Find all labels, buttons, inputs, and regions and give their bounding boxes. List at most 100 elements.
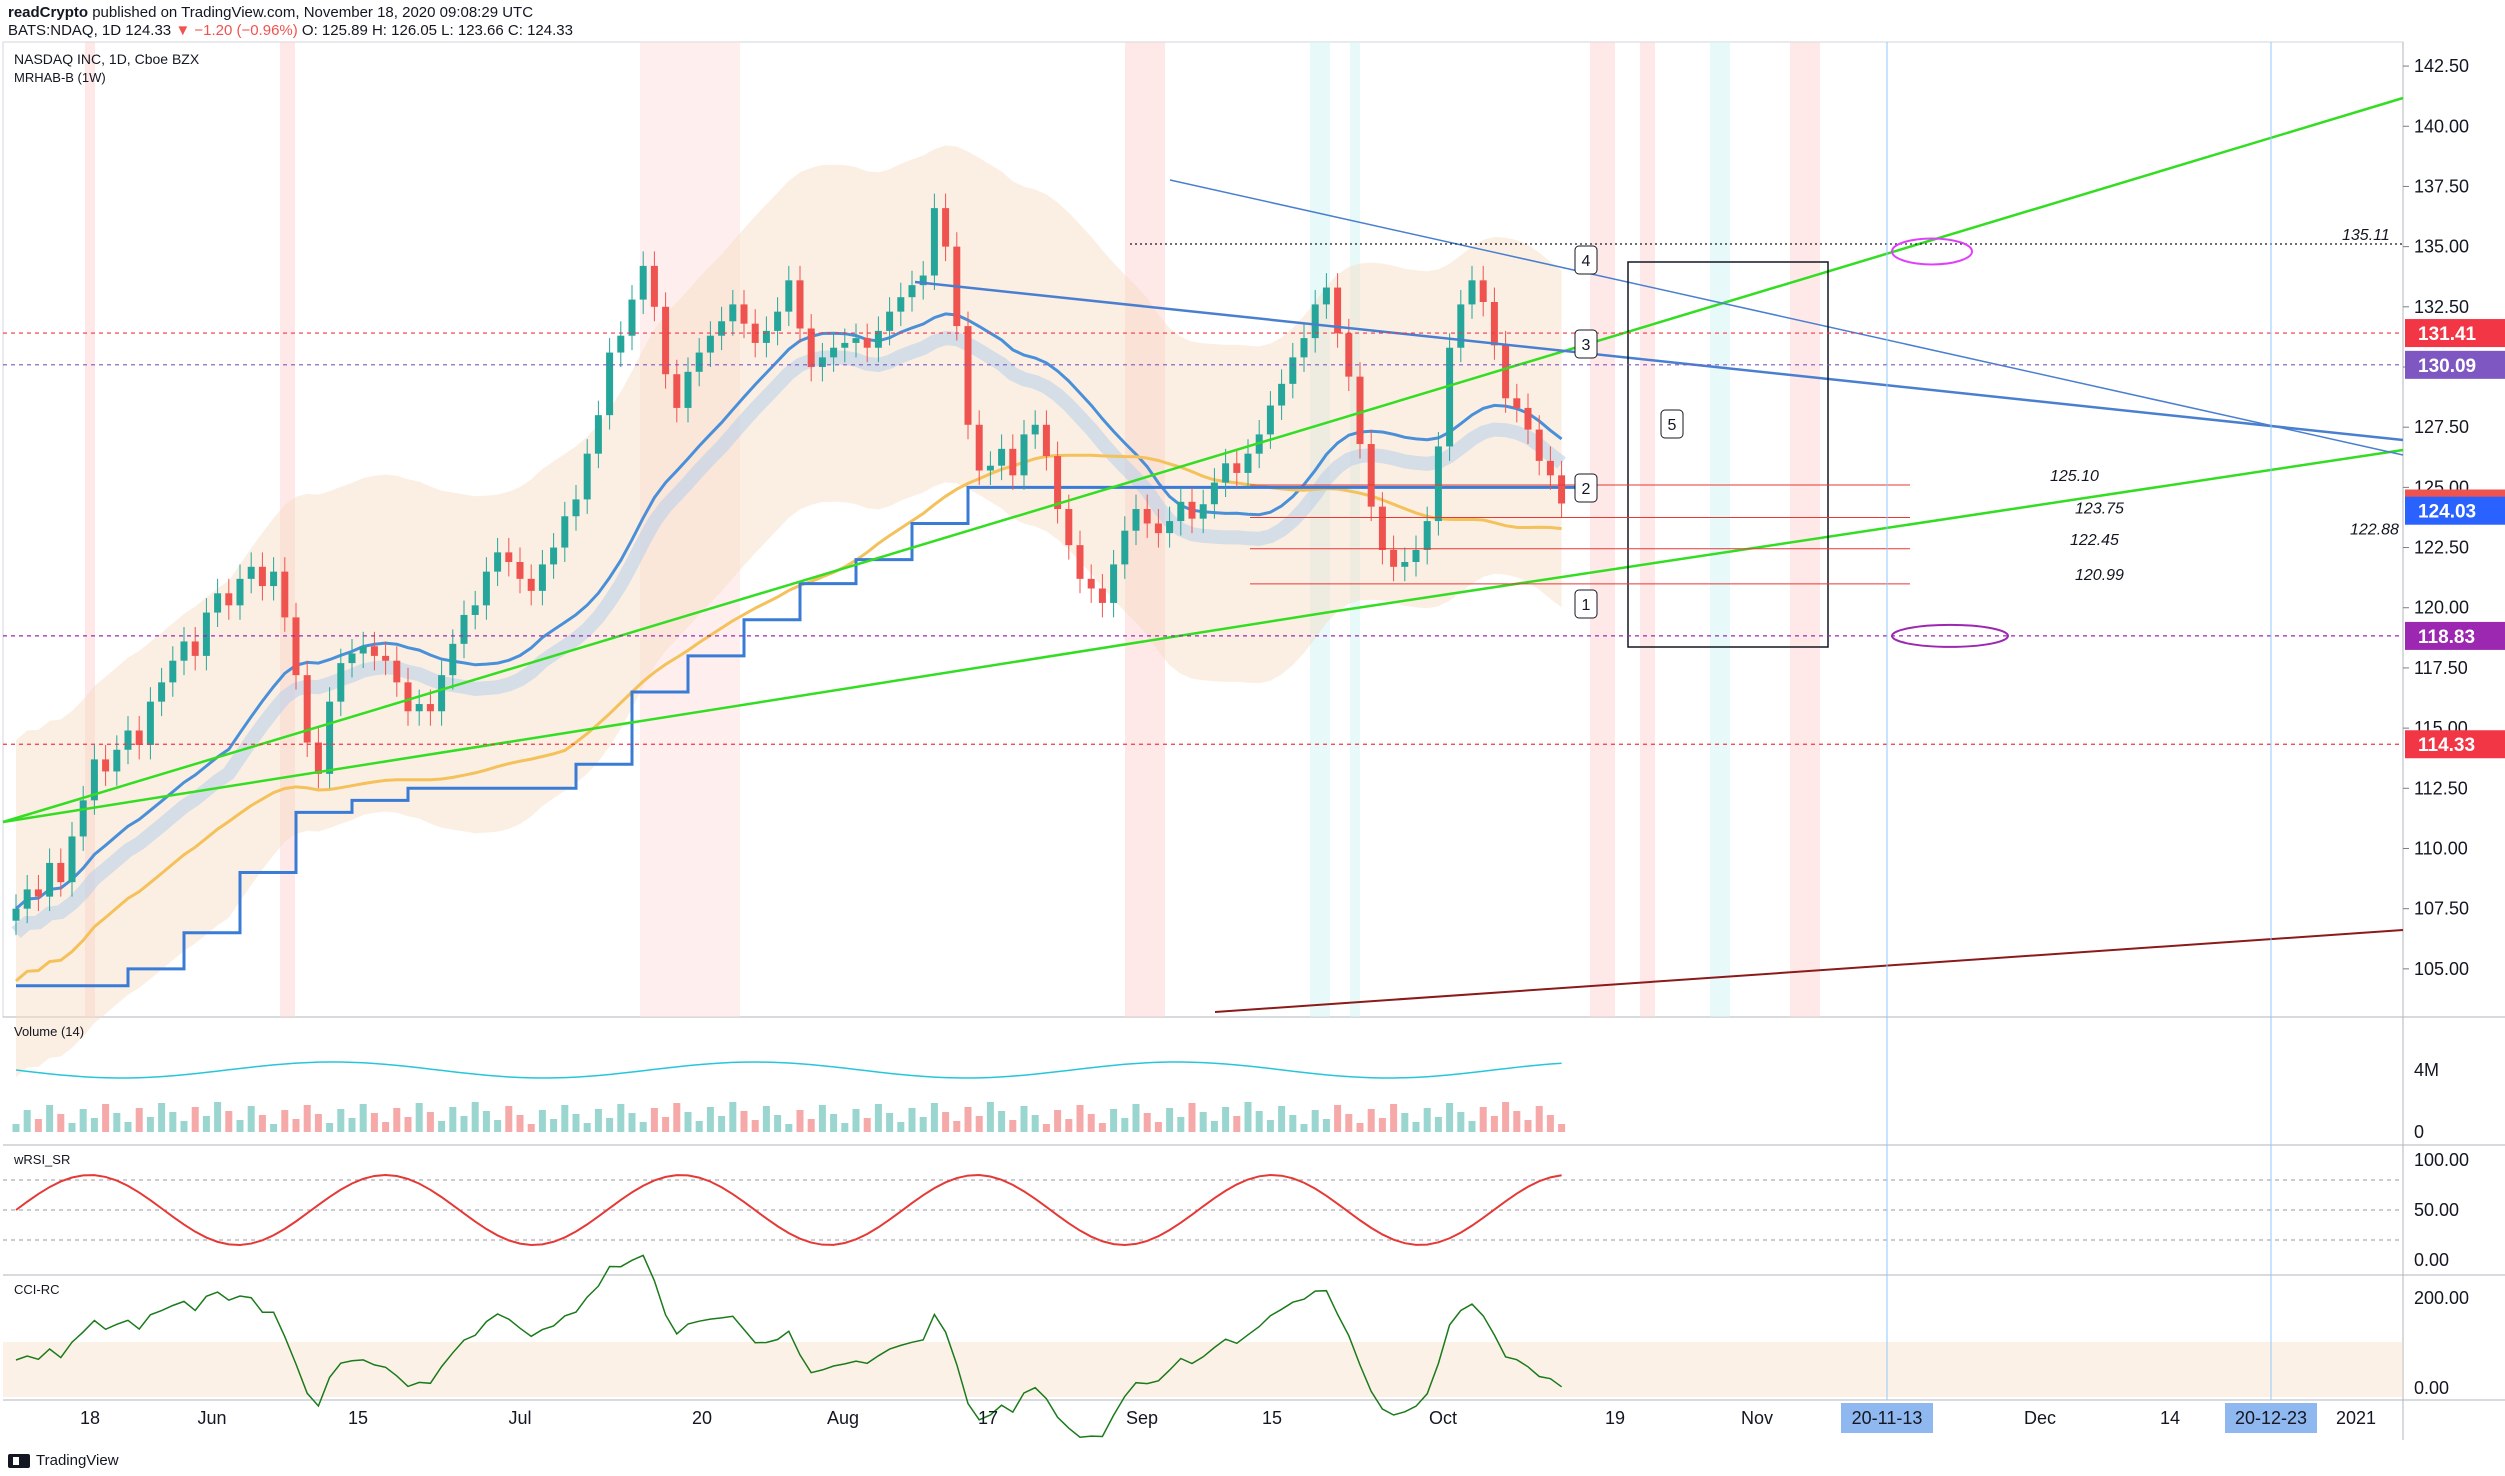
volume-bar [1423, 1108, 1431, 1132]
candle-body [214, 593, 222, 613]
tradingview-logo-icon [8, 1453, 30, 1468]
candle-body [438, 675, 446, 712]
level-label: 123.75 [2075, 500, 2124, 517]
maroon-support-line [1214, 929, 2404, 1013]
wave-label-box [1574, 589, 1598, 619]
volume-bar [1490, 1116, 1498, 1132]
volume-bar [1042, 1124, 1050, 1132]
volume-bar [1356, 1123, 1364, 1132]
volume-bar [1468, 1121, 1476, 1132]
candle-body [1490, 302, 1498, 346]
volume-bar [673, 1103, 681, 1132]
candle-body [258, 566, 266, 587]
candle-body [146, 701, 154, 745]
publisher-name[interactable]: readCrypto [8, 4, 89, 21]
tradingview-logo[interactable]: TradingView [8, 1452, 119, 1469]
candle-body [281, 571, 289, 618]
price-tick-label: 105.00 [2414, 959, 2469, 979]
volume-bar [1502, 1102, 1510, 1132]
candle-body [818, 357, 826, 367]
highlight-band [85, 42, 95, 1017]
candle-body [527, 578, 535, 591]
volume-bar [628, 1113, 636, 1132]
candle-body [1222, 463, 1230, 483]
price-tick-label: 142.50 [2414, 56, 2469, 76]
date-badge [1841, 1403, 1933, 1433]
price-badge-label: 131.41 [2418, 324, 2477, 345]
volume-bar [1446, 1103, 1454, 1132]
volume-bar [886, 1113, 894, 1132]
volume-bar [1367, 1109, 1375, 1132]
candle-body [1289, 357, 1297, 384]
volume-bar [1065, 1119, 1073, 1132]
volume-bar [404, 1117, 412, 1132]
candle-body [964, 326, 972, 425]
volume-bar [572, 1114, 580, 1132]
support-ellipse [1891, 623, 2009, 648]
candle-body [1390, 549, 1398, 567]
ohlc-values: O: 125.89 H: 126.05 L: 123.66 C: 124.33 [301, 22, 573, 39]
candle-body [516, 562, 524, 579]
range-box [1627, 261, 1829, 648]
volume-bar [1188, 1103, 1196, 1132]
level-label: 122.45 [2070, 532, 2119, 549]
candle-body [774, 311, 782, 331]
candle-body [1535, 429, 1543, 461]
time-tick-label: 20 [692, 1408, 712, 1428]
legend-title: NASDAQ INC, 1D, Cboe BZX [14, 51, 200, 67]
volume-bar [191, 1107, 199, 1132]
time-tick-label: 14 [2160, 1408, 2180, 1428]
candle-body [1300, 338, 1308, 358]
candle-body [12, 908, 20, 921]
volume-bar [23, 1110, 31, 1132]
volume-bar [438, 1121, 446, 1132]
candle-body [1558, 475, 1566, 504]
highlight-band [1710, 42, 1730, 1017]
time-axis[interactable]: 18 Jun 15 Jul 20 Aug 17 Sep 15 Oct 19 Nov Dec 14 20212… [80, 42, 2376, 1433]
chart-canvas[interactable]: 135.11 125.10 123.75 122.88 122.45 120.99 1 2 3 4… [0, 40, 2505, 1448]
legend-indicator: MRHAB-B (1W) [14, 70, 106, 85]
candle-body [460, 614, 468, 644]
volume-bar [1535, 1106, 1543, 1132]
price-envelope [16, 145, 1562, 1078]
candle-body [370, 646, 378, 656]
green-trendline-lower [1329, 448, 2404, 614]
candle-body [79, 800, 87, 837]
highlight-band [1310, 42, 1330, 1017]
candle-body [1098, 588, 1106, 603]
time-tick-label: Jul [508, 1408, 531, 1428]
volume-bar [527, 1124, 535, 1132]
candle-body [337, 663, 345, 702]
volume-bar [460, 1116, 468, 1132]
candle-body [1502, 345, 1510, 399]
volume-bar [1558, 1124, 1566, 1132]
publish-header: readCrypto published on TradingView.com,… [0, 0, 2505, 40]
candle-body [1020, 434, 1028, 476]
volume-bar [762, 1106, 770, 1132]
volume-bar [606, 1118, 614, 1132]
candle-body [1166, 521, 1174, 534]
wrsi-line [15, 1173, 1562, 1247]
candle-body [348, 653, 356, 664]
candle-body [594, 415, 602, 454]
highlight-band [280, 42, 295, 1017]
time-tick-label: Oct [1429, 1408, 1457, 1428]
volume-bar [695, 1121, 703, 1132]
volume-bar [426, 1112, 434, 1132]
candle-body [1457, 304, 1465, 348]
candle-body [919, 275, 927, 286]
wave-label-box [1660, 409, 1684, 439]
volume-bar [538, 1110, 546, 1132]
candle-body [785, 280, 793, 312]
candle-body [1367, 444, 1375, 507]
price-tick-label: 137.50 [2414, 176, 2469, 196]
candle-body [617, 335, 625, 353]
volume-bar [1412, 1122, 1420, 1132]
candle-body [1278, 383, 1286, 406]
volume-bar [202, 1116, 210, 1132]
price-badge-label: 130.09 [2418, 356, 2476, 377]
price-tick-label: 127.50 [2414, 417, 2469, 437]
candle-body [46, 862, 54, 897]
volume-bar [594, 1109, 602, 1132]
volume-bar [1244, 1102, 1252, 1132]
